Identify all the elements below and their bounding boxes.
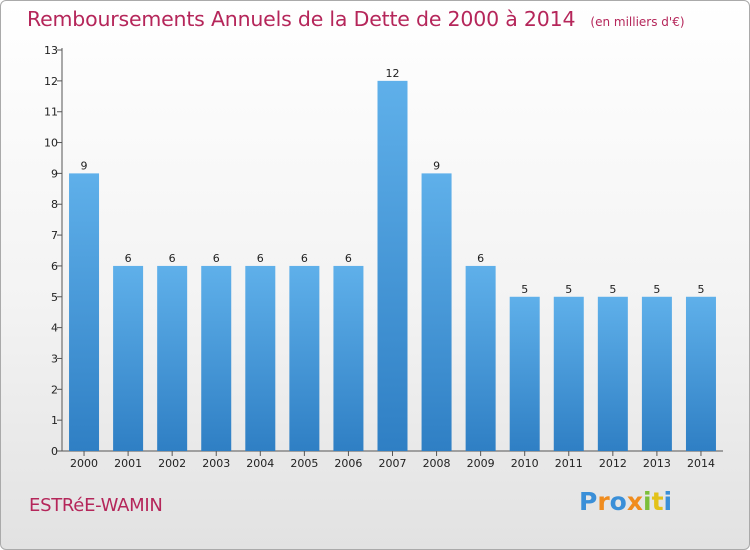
logo-letter: P: [579, 487, 598, 516]
y-tick-label: 12: [44, 75, 58, 88]
x-tick-label: 2006: [334, 457, 362, 470]
proxiti-logo: Proxiti: [579, 487, 672, 516]
y-tick-label: 3: [51, 352, 58, 365]
bar: [421, 173, 452, 451]
data-labels-group: 9 6 6 6 6 6 6 12 9 6 5 5 5 5 5: [81, 67, 705, 296]
y-tick-label: 7: [51, 229, 58, 242]
data-label: 6: [125, 252, 132, 265]
y-tick-label: 8: [51, 198, 58, 211]
bar: [245, 265, 276, 451]
data-label: 5: [697, 283, 704, 296]
chart-title-row: Remboursements Annuels de la Dette de 20…: [27, 7, 685, 31]
bar: [69, 173, 100, 451]
y-tick-label: 5: [51, 291, 58, 304]
bar: [465, 265, 496, 451]
y-tick-label: 4: [51, 322, 58, 335]
x-tick-label: 2010: [511, 457, 539, 470]
bar: [553, 296, 584, 451]
y-tick-label: 9: [51, 167, 58, 180]
y-tick-label: 2: [51, 383, 58, 396]
x-tick-label: 2003: [202, 457, 230, 470]
x-tick-label: 2008: [423, 457, 451, 470]
logo-letter: r: [597, 487, 610, 516]
x-tick-label: 2014: [687, 457, 715, 470]
x-tick-label: 2005: [290, 457, 318, 470]
y-tick-label: 13: [44, 44, 58, 57]
chart-title: Remboursements Annuels de la Dette de 20…: [27, 7, 576, 31]
data-label: 5: [609, 283, 616, 296]
logo-letter: i: [643, 487, 652, 516]
y-tick-label: 6: [51, 260, 58, 273]
x-tick-label: 2013: [643, 457, 671, 470]
data-label: 6: [169, 252, 176, 265]
chart-unit: (en milliers d'€): [590, 15, 685, 29]
bar: [113, 265, 144, 451]
logo-letter: i: [663, 487, 673, 516]
bar: [377, 80, 408, 451]
bar: [597, 296, 628, 451]
bars-group: [69, 80, 716, 451]
x-tick-label: 2009: [467, 457, 495, 470]
x-tick-label: 2004: [246, 457, 274, 470]
data-label: 6: [301, 252, 308, 265]
bar: [289, 265, 320, 451]
logo-letter: o: [609, 487, 627, 516]
x-tick-label: 2000: [70, 457, 98, 470]
logo-letter: x: [626, 487, 643, 516]
x-tick-label: 2002: [158, 457, 186, 470]
bar: [333, 265, 364, 451]
y-tick-label: 10: [44, 137, 58, 150]
x-tick-label: 2007: [379, 457, 407, 470]
y-tick-label: 11: [44, 106, 58, 119]
bar: [641, 296, 672, 451]
data-label: 5: [521, 283, 528, 296]
x-tick-label: 2011: [555, 457, 583, 470]
data-label: 12: [386, 67, 400, 80]
bar: [201, 265, 232, 451]
data-label: 6: [345, 252, 352, 265]
x-tick-label: 2012: [599, 457, 627, 470]
data-label: 6: [477, 252, 484, 265]
data-label: 5: [565, 283, 572, 296]
data-label: 6: [257, 252, 264, 265]
y-tick-label: 1: [51, 414, 58, 427]
x-tick-label: 2001: [114, 457, 142, 470]
data-label: 6: [213, 252, 220, 265]
bar: [685, 296, 716, 451]
commune-name: ESTRéE-WAMIN: [29, 495, 163, 516]
logo-letter: t: [651, 487, 664, 516]
bar: [157, 265, 188, 451]
data-label: 5: [653, 283, 660, 296]
y-tick-label: 0: [51, 445, 58, 458]
data-label: 9: [81, 159, 88, 172]
data-label: 9: [433, 159, 440, 172]
bar: [509, 296, 540, 451]
